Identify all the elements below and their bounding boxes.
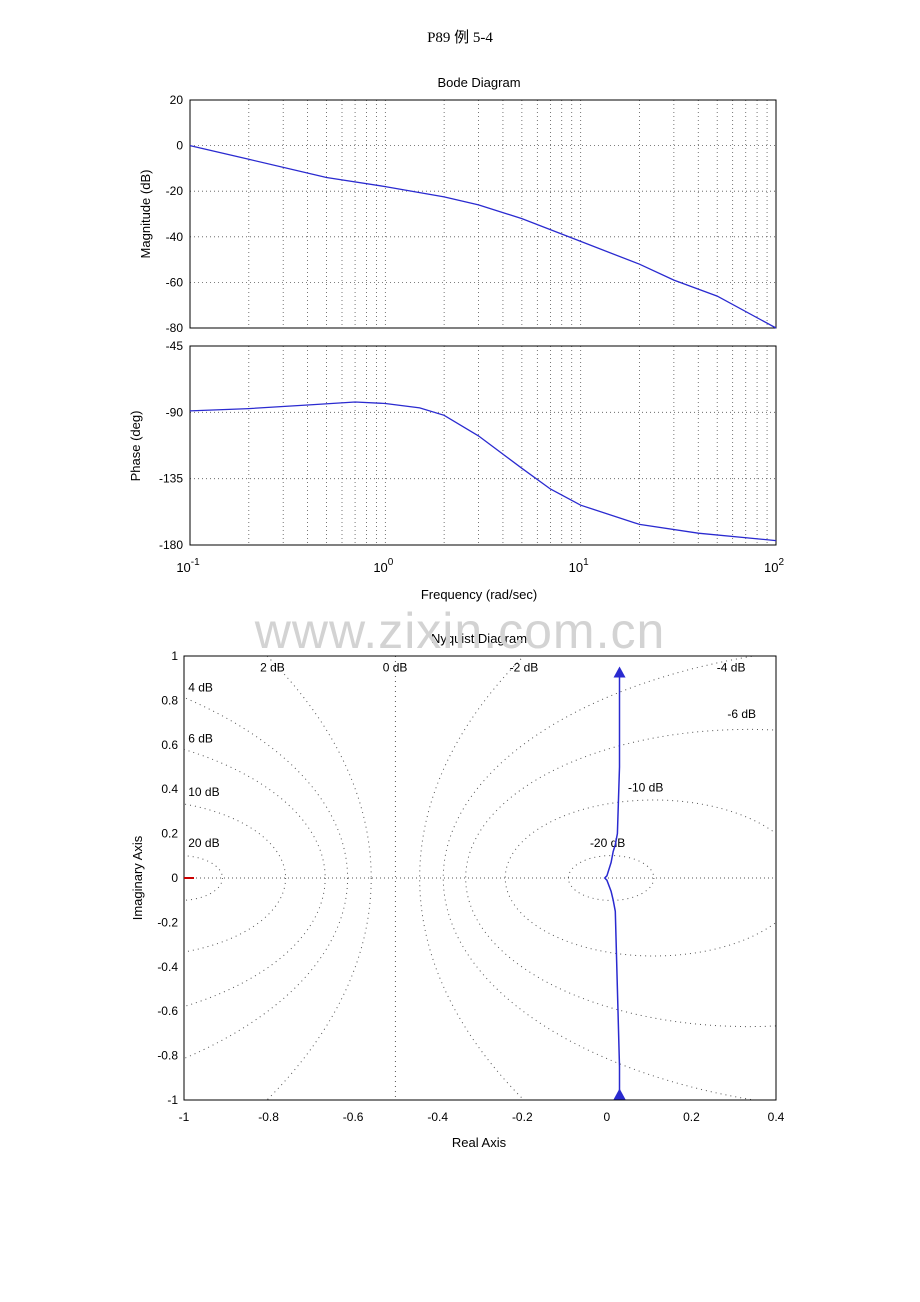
magnitude-ytick-label: -40 bbox=[166, 230, 184, 244]
magnitude-ytick-label: -20 bbox=[166, 184, 184, 198]
phase-ylabel: Phase (deg) bbox=[128, 411, 143, 482]
phase-ytick-labels: -45 -90 -135 -180 bbox=[159, 339, 183, 552]
nyquist-xtick-label: 0.2 bbox=[683, 1110, 700, 1124]
magnitude-axes-box bbox=[189, 99, 777, 329]
nyquist-curve bbox=[603, 671, 621, 1096]
frequency-xtick-label: 10-1 bbox=[176, 557, 200, 575]
frequency-xtick-label: 102 bbox=[764, 557, 784, 575]
frequency-xtick-label: 101 bbox=[569, 557, 589, 575]
nyquist-ytick-labels: 1 0.8 0.6 0.4 0.2 0 -0.2 -0.4 -0.6 -0.8 -1 bbox=[157, 649, 178, 1107]
phase-ytick-label: -45 bbox=[166, 339, 184, 353]
phase-ytick-label: -90 bbox=[166, 405, 184, 419]
nyquist-ytick-label: -1 bbox=[167, 1093, 178, 1107]
magnitude-ytick-label: -80 bbox=[166, 321, 184, 335]
nyquist-xtick-label: -0.8 bbox=[258, 1110, 279, 1124]
magnitude-grid bbox=[190, 100, 776, 328]
nyquist-ytick-label: 0.2 bbox=[161, 827, 178, 841]
db-label: 10 dB bbox=[188, 785, 219, 799]
arrow-up bbox=[613, 666, 626, 678]
nyquist-ytick-label: 0 bbox=[171, 871, 178, 885]
m-circle bbox=[419, 656, 525, 1100]
nyquist-xtick-label: -0.4 bbox=[427, 1110, 448, 1124]
nyquist-ytick-label: 0.6 bbox=[161, 738, 178, 752]
m-circle bbox=[184, 855, 223, 901]
nyquist-xtick-label: -1 bbox=[179, 1110, 190, 1124]
m-circle bbox=[442, 656, 758, 1100]
frequency-xlabel: Frequency (rad/sec) bbox=[421, 587, 537, 602]
db-label: -2 dB bbox=[510, 661, 539, 675]
nyquist-ytick-label: 0.8 bbox=[161, 693, 178, 707]
phase-axes-box bbox=[189, 345, 777, 546]
page-header: P89 例 5-4 bbox=[427, 30, 493, 46]
nyquist-xtick-label: 0.4 bbox=[768, 1110, 785, 1124]
nyquist-xtick-label: -0.6 bbox=[343, 1110, 364, 1124]
phase-ytick-label: -135 bbox=[159, 472, 183, 486]
magnitude-curve bbox=[189, 144, 777, 329]
m-circle bbox=[266, 656, 372, 1100]
frequency-xtick-label: 100 bbox=[373, 557, 393, 575]
nyquist-plot: Nyquist Diagram 1 0.8 0.6 0.4 0.2 0 -0.2 -0.4 -0… bbox=[130, 631, 785, 1150]
magnitude-ytick-label: 20 bbox=[170, 93, 184, 107]
nyquist-title: Nyquist Diagram bbox=[431, 631, 527, 646]
phase-curve bbox=[189, 401, 777, 542]
arrow-bottom bbox=[613, 1088, 626, 1100]
db-label: 20 dB bbox=[188, 836, 219, 850]
phase-ytick-label: -180 bbox=[159, 538, 183, 552]
frequency-xtick-labels: 10-1 100 101 102 bbox=[176, 557, 784, 575]
m-circle bbox=[184, 803, 287, 953]
magnitude-ytick-labels: 20 0 -20 -40 -60 -80 bbox=[166, 93, 184, 335]
magnitude-ytick-label: 0 bbox=[176, 139, 183, 153]
magnitude-ytick-label: -60 bbox=[166, 275, 184, 289]
nyquist-xlabel: Real Axis bbox=[452, 1135, 507, 1150]
nyquist-db-labels: 2 dB 0 dB -2 dB -4 dB 4 dB -6 dB 6 dB -10 dB 10 … bbox=[188, 661, 756, 850]
db-label: 6 dB bbox=[188, 732, 213, 746]
nyquist-ytick-label: -0.2 bbox=[157, 915, 178, 929]
nyquist-direction-arrows bbox=[613, 666, 626, 1100]
m-circle bbox=[184, 696, 348, 1060]
m-circle bbox=[567, 855, 655, 901]
bode-phase-plot: -45 -90 -135 -180 10-1 100 101 102 Phase (deg)… bbox=[128, 339, 784, 602]
nyquist-ytick-label: -0.4 bbox=[157, 960, 178, 974]
nyquist-ytick-label: 1 bbox=[171, 649, 178, 663]
db-label: 0 dB bbox=[383, 661, 408, 675]
db-label: -6 dB bbox=[727, 707, 756, 721]
nyquist-ylabel: Imaginary Axis bbox=[130, 835, 145, 920]
nyquist-ytick-label: -0.6 bbox=[157, 1004, 178, 1018]
db-label: 2 dB bbox=[260, 661, 285, 675]
db-label: -10 dB bbox=[628, 780, 663, 794]
nyquist-xtick-label: -0.2 bbox=[512, 1110, 533, 1124]
bode-magnitude-plot: Bode Diagram 20 0 -20 -40 -60 -80 Magnitude (… bbox=[138, 75, 777, 335]
db-label: -4 dB bbox=[717, 661, 746, 675]
nyquist-ytick-label: -0.8 bbox=[157, 1049, 178, 1063]
db-label: 4 dB bbox=[188, 681, 213, 695]
m-circle bbox=[184, 748, 326, 1008]
nyquist-xtick-label: 0 bbox=[604, 1110, 611, 1124]
db-label: -20 dB bbox=[590, 836, 625, 850]
nyquist-xtick-labels: -1 -0.8 -0.6 -0.4 -0.2 0 0.2 0.4 bbox=[179, 1110, 785, 1124]
nyquist-ytick-label: 0.4 bbox=[161, 782, 178, 796]
phase-grid bbox=[190, 345, 776, 546]
bode-title: Bode Diagram bbox=[437, 75, 520, 90]
magnitude-ylabel: Magnitude (dB) bbox=[138, 170, 153, 259]
nyquist-m-circles bbox=[184, 656, 776, 1100]
